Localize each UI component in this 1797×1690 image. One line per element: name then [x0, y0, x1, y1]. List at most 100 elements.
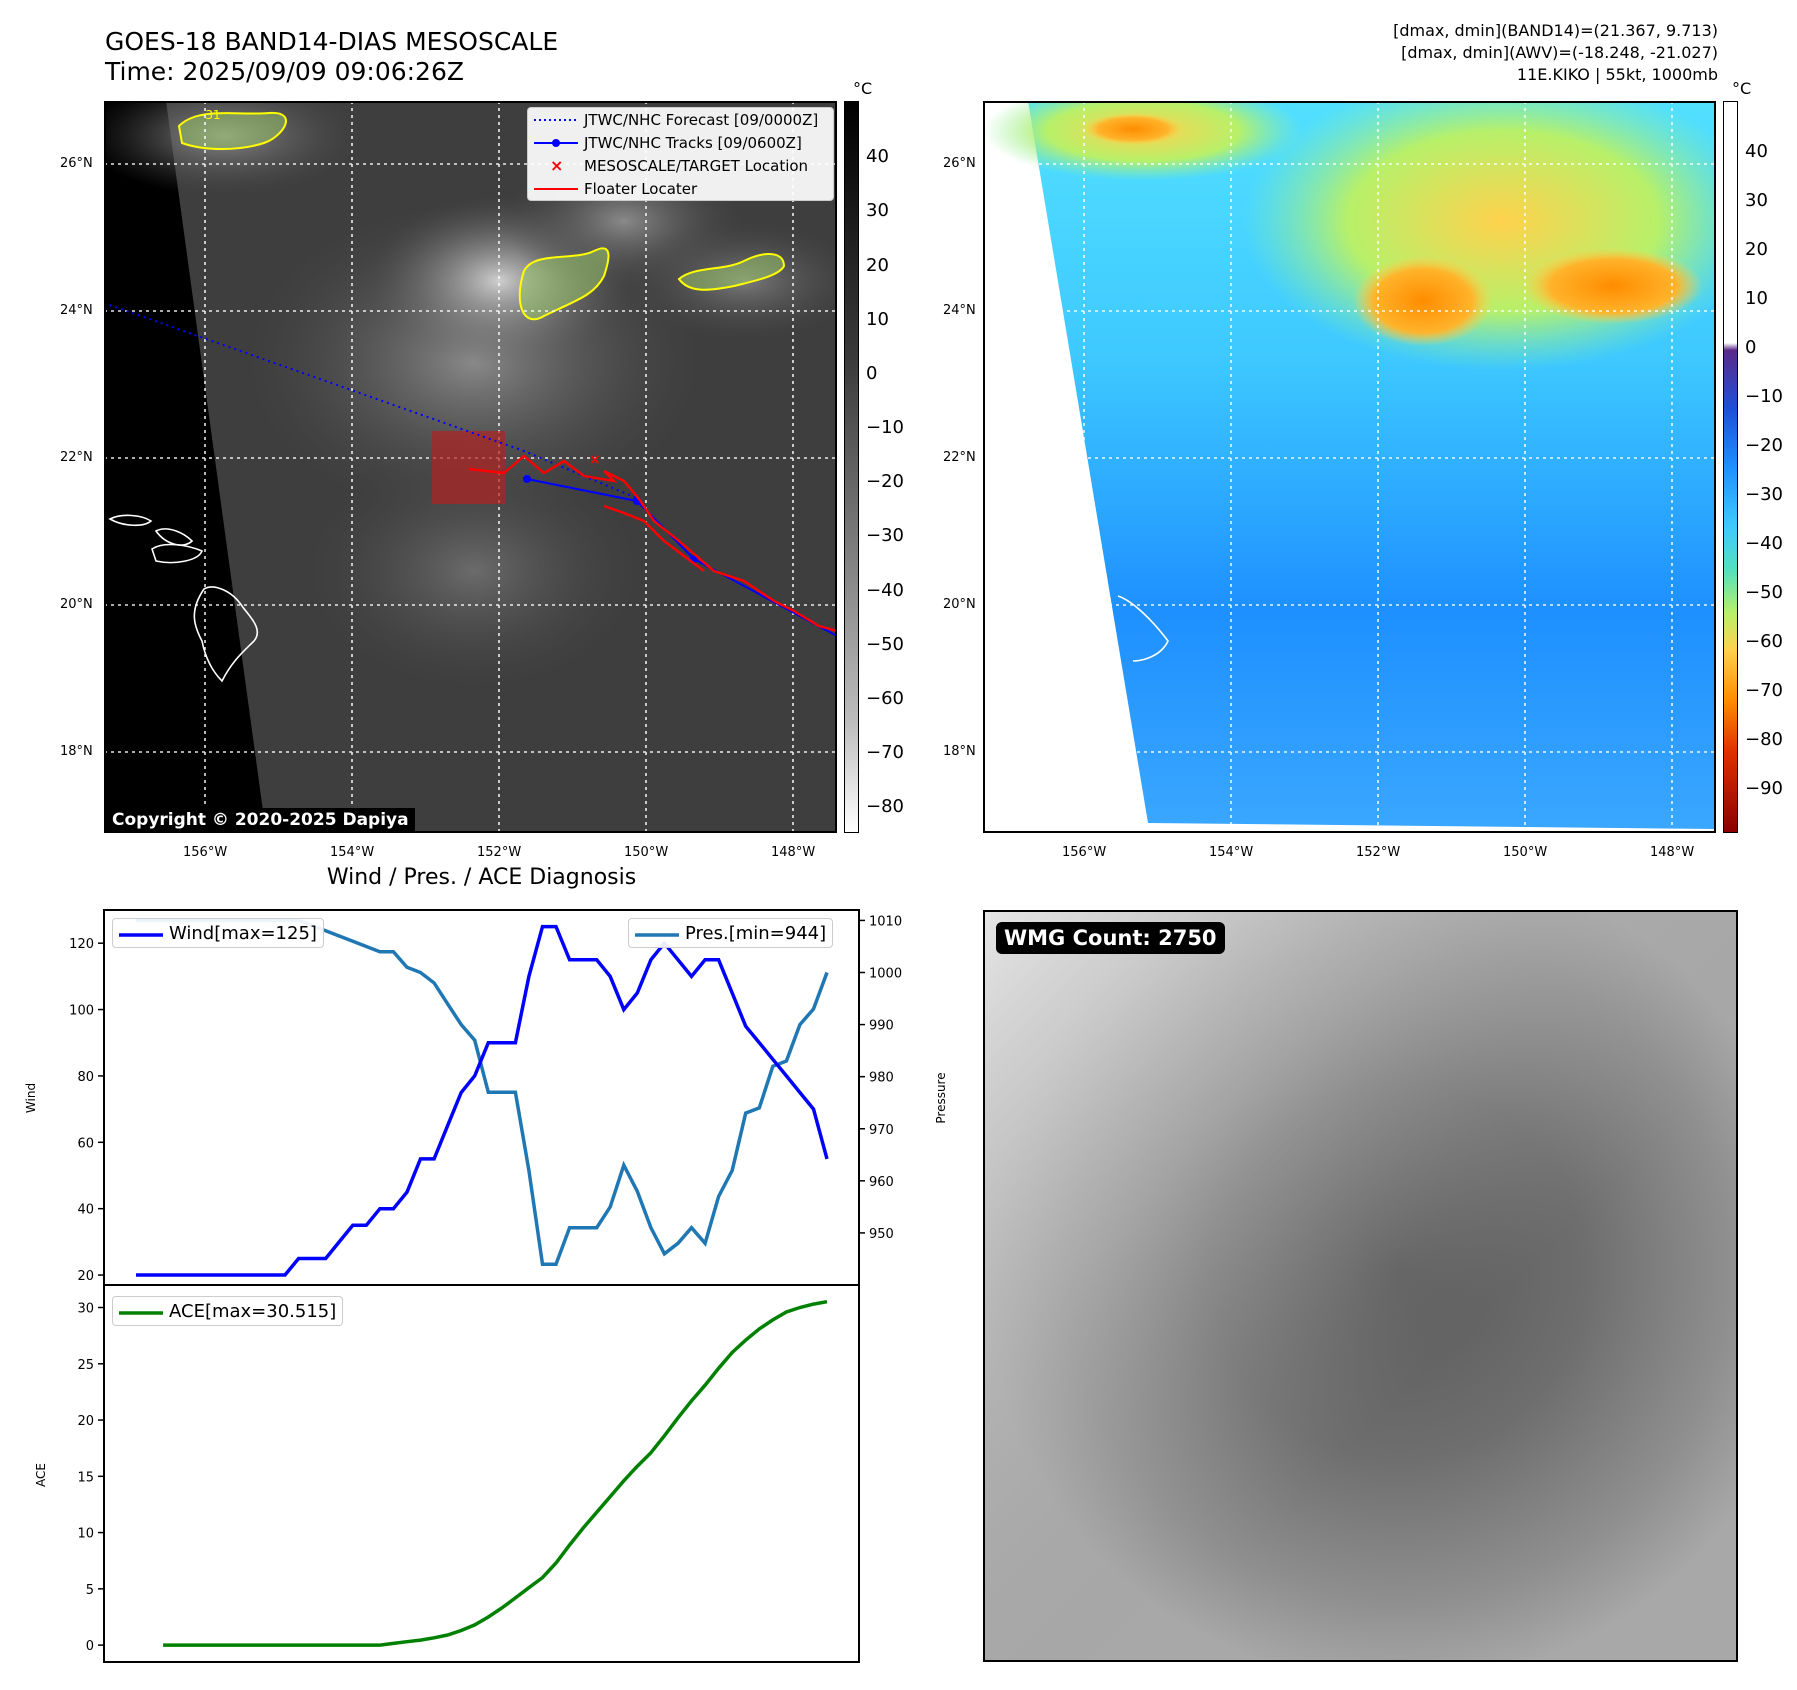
lon-tick: 152°W [1356, 845, 1401, 860]
wind-tick-label: 60 [77, 1136, 94, 1151]
ir-colorbar-tick: −80 [866, 796, 904, 817]
wind-tick-label: 40 [77, 1203, 94, 1218]
awv-colorbar-tick: −80 [1745, 729, 1783, 750]
lon-tick: 154°W [330, 845, 375, 860]
red-line-icon [534, 182, 578, 196]
lon-tick: 154°W [1209, 845, 1254, 860]
ir-colorbar-tick: 20 [866, 255, 889, 276]
lat-tick: 20°N [60, 597, 93, 612]
ir-map-image: -31 × [84, 76, 864, 833]
ace-legend: ACE[max=30.515] [112, 1296, 344, 1326]
lat-tick: 22°N [60, 450, 93, 465]
ir-colorbar-tick: −30 [866, 525, 904, 546]
pressure-line-icon [635, 926, 679, 940]
awv-colorbar-tick: −50 [1745, 582, 1783, 603]
ace-tick-label: 15 [77, 1470, 94, 1485]
awv-range-text: [dmax, dmin](AWV)=(-18.248, -21.027) [1401, 43, 1718, 62]
lower-axes-frame [103, 1284, 860, 1663]
awv-colorbar-tick: 30 [1745, 190, 1768, 211]
awv-colorbar-tick: −10 [1745, 386, 1783, 407]
ir-colorbar-tick: −50 [866, 634, 904, 655]
ace-plot [163, 1299, 828, 1647]
timestamp: Time: 2025/09/09 09:06:26Z [105, 57, 464, 86]
wind-axis-label: Wind [24, 1083, 38, 1113]
ace-tick-label: 5 [86, 1583, 94, 1598]
awv-colorbar-unit: °C [1732, 79, 1752, 98]
wind-tick-label: 80 [77, 1070, 94, 1085]
ace-tick-label: 0 [86, 1639, 94, 1654]
lon-tick: 152°W [477, 845, 522, 860]
wind-legend: Wind[max=125] [112, 918, 324, 948]
pressure-tick-label: 970 [869, 1123, 894, 1138]
awv-map-panel [983, 71, 1763, 833]
lon-tick: 150°W [624, 845, 669, 860]
awv-map-frame [983, 101, 1716, 833]
chart-title: GOES-18 BAND14-DIAS MESOSCALE [105, 27, 559, 56]
lon-tick: 148°W [771, 845, 816, 860]
awv-colorbar-tick: −20 [1745, 435, 1783, 456]
ace-line-icon [119, 1304, 163, 1318]
awv-colorbar [1723, 101, 1738, 833]
wind-pressure-plot [136, 918, 829, 1277]
ir-colorbar-tick: 30 [866, 200, 889, 221]
svg-text:×: × [550, 159, 563, 173]
lat-tick: 18°N [943, 744, 976, 759]
awv-colorbar-tick: 10 [1745, 288, 1768, 309]
hawaii-coastline [108, 514, 259, 683]
ir-colorbar-unit: °C [853, 79, 873, 98]
lon-tick: 156°W [1062, 845, 1107, 860]
ace-tick-label: 10 [77, 1527, 94, 1542]
wind-series-line [136, 924, 829, 1277]
ir-colorbar-tick: 40 [866, 146, 889, 167]
upper-axes-frame [103, 909, 860, 1286]
awv-colorbar-tick: 0 [1745, 337, 1757, 358]
wind-line-icon [119, 926, 163, 940]
lon-tick: 156°W [183, 845, 228, 860]
wmg-panel: WMG Count: 2750 [983, 910, 1738, 1662]
lat-tick: 24°N [943, 303, 976, 318]
diagnosis-title: Wind / Pres. / ACE Diagnosis [326, 865, 637, 890]
pressure-tick-label: 1000 [869, 967, 902, 982]
copyright-label: Copyright © 2020-2025 Dapiya [106, 808, 415, 832]
ace-series-line [163, 1299, 828, 1647]
pressure-tick-label: 980 [869, 1071, 894, 1086]
ir-colorbar-tick: −70 [866, 742, 904, 763]
floater-locater-line [468, 454, 838, 633]
floater-box [432, 431, 505, 504]
ace-tick-label: 30 [77, 1302, 94, 1317]
lon-tick: 150°W [1503, 845, 1548, 860]
diagnosis-chart: Wind Pressure ACE 1201008060402010101000… [24, 909, 948, 1663]
lat-tick: 26°N [60, 156, 93, 171]
lat-tick: 26°N [943, 156, 976, 171]
awv-colorbar-tick: 40 [1745, 141, 1768, 162]
hawaii-coastline [1117, 595, 1169, 662]
dotted-line-icon [534, 113, 578, 127]
pressure-tick-label: 960 [869, 1175, 894, 1190]
pressure-axis-label: Pressure [934, 1072, 948, 1123]
wind-tick-label: 20 [77, 1269, 94, 1284]
wind-tick-label: 100 [69, 1004, 94, 1019]
svg-text:×: × [589, 452, 601, 468]
contour-label: -31 [201, 108, 221, 122]
awv-colorbar-tick: −30 [1745, 484, 1783, 505]
band14-range-text: [dmax, dmin](BAND14)=(21.367, 9.713) [1393, 21, 1718, 40]
ir-colorbar-tick: −20 [866, 471, 904, 492]
lat-tick: 20°N [943, 597, 976, 612]
awv-map-image [983, 71, 1763, 833]
ir-colorbar [844, 101, 859, 833]
line-marker-icon [534, 136, 578, 150]
lat-tick: 22°N [943, 450, 976, 465]
forecast-track [103, 302, 640, 500]
ir-map-panel: -31 × JTWC/NHC Fore [84, 76, 864, 833]
storm-info-text: 11E.KIKO | 55kt, 1000mb [1516, 65, 1718, 84]
lat-tick: 24°N [60, 303, 93, 318]
map-legend: JTWC/NHC Forecast [09/0000Z] JTWC/NHC Tr… [527, 107, 834, 201]
pressure-legend: Pres.[min=944] [628, 918, 834, 948]
lon-tick: 148°W [1650, 845, 1695, 860]
awv-colorbar-tick: −70 [1745, 680, 1783, 701]
pressure-tick-label: 990 [869, 1019, 894, 1034]
wmg-count-badge: WMG Count: 2750 [996, 922, 1225, 954]
ace-tick-label: 25 [77, 1358, 94, 1373]
wind-tick-label: 120 [69, 937, 94, 952]
lat-tick: 18°N [60, 744, 93, 759]
